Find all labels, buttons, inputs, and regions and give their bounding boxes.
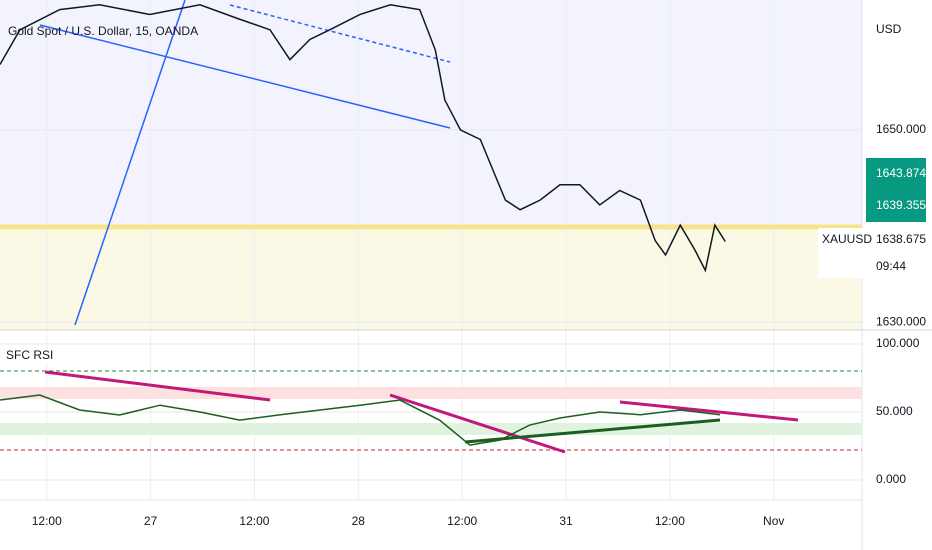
trend-line (39, 24, 451, 129)
x-tick-label: 27 (144, 514, 158, 528)
price-tag (818, 228, 926, 278)
trend-line (464, 418, 721, 444)
series-line (0, 394, 721, 446)
y-axis-label: USD (876, 22, 902, 36)
trend-line (389, 393, 566, 454)
series-line (0, 4, 726, 273)
symbol-label: XAUUSD (822, 232, 872, 246)
price-tag (866, 158, 926, 222)
trend-line (229, 4, 451, 63)
trend-line (74, 0, 186, 326)
x-tick-label: 28 (352, 514, 366, 528)
trend-line (619, 400, 799, 422)
countdown-label: 09:44 (876, 259, 906, 273)
y-tick-label: 0.000 (876, 472, 906, 486)
oversold-band (0, 423, 862, 435)
y-tick-label: 100.000 (876, 336, 920, 350)
y-tick-label: 1630.000 (876, 314, 926, 328)
x-tick-label: 12:00 (447, 514, 477, 528)
trend-line (44, 370, 271, 402)
y-tick-label: 50.000 (876, 404, 913, 418)
price-label: 1643.874 (876, 166, 926, 180)
x-tick-label: Nov (763, 514, 784, 528)
y-tick-label: 1650.000 (876, 122, 926, 136)
chart-title: Gold Spot / U.S. Dollar, 15, OANDA (8, 24, 198, 38)
x-tick-label: 12:00 (655, 514, 685, 528)
price-label: 1639.355 (876, 198, 926, 212)
x-tick-label: 12:00 (239, 514, 269, 528)
indicator-label-bg (3, 348, 55, 364)
zone (0, 225, 862, 330)
overbought-band (0, 387, 862, 399)
indicator-title: SFC RSI (6, 348, 53, 362)
x-tick-label: 12:00 (32, 514, 62, 528)
price-label: 1638.675 (876, 232, 926, 246)
x-tick-label: 31 (559, 514, 573, 528)
